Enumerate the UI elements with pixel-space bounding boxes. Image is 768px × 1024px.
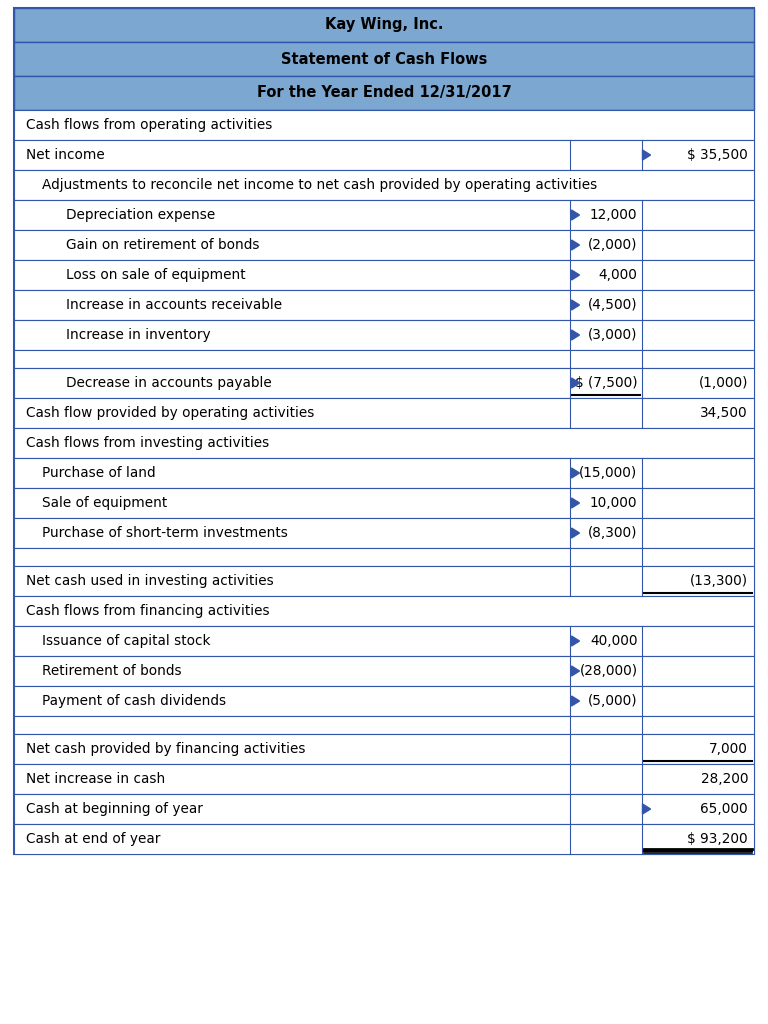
Text: (4,500): (4,500) xyxy=(588,298,637,312)
Bar xyxy=(14,428,754,458)
Bar xyxy=(14,200,754,230)
Bar xyxy=(14,350,754,368)
Text: 34,500: 34,500 xyxy=(700,406,748,420)
Text: 65,000: 65,000 xyxy=(700,802,748,816)
Text: (5,000): (5,000) xyxy=(588,694,637,708)
Polygon shape xyxy=(643,804,650,814)
Text: Cash flows from investing activities: Cash flows from investing activities xyxy=(26,436,270,450)
Bar xyxy=(14,398,754,428)
Text: Purchase of land: Purchase of land xyxy=(42,466,156,480)
Polygon shape xyxy=(571,378,580,388)
Bar xyxy=(14,260,754,290)
Polygon shape xyxy=(571,696,580,706)
Bar xyxy=(14,230,754,260)
Bar xyxy=(14,548,754,566)
Bar xyxy=(14,42,754,76)
Text: Depreciation expense: Depreciation expense xyxy=(66,208,215,222)
Text: 28,200: 28,200 xyxy=(700,772,748,786)
Bar xyxy=(14,716,754,734)
Bar xyxy=(14,734,754,764)
Bar xyxy=(14,458,754,488)
Bar xyxy=(14,656,754,686)
Text: $ 93,200: $ 93,200 xyxy=(687,831,748,846)
Bar xyxy=(14,8,754,42)
Polygon shape xyxy=(571,330,580,340)
Bar xyxy=(14,824,754,854)
Bar xyxy=(14,290,754,319)
Polygon shape xyxy=(571,528,580,538)
Text: 10,000: 10,000 xyxy=(590,496,637,510)
Text: 12,000: 12,000 xyxy=(590,208,637,222)
Text: Issuance of capital stock: Issuance of capital stock xyxy=(42,634,210,648)
Text: Cash at beginning of year: Cash at beginning of year xyxy=(26,802,203,816)
Text: Increase in inventory: Increase in inventory xyxy=(66,328,210,342)
Text: 40,000: 40,000 xyxy=(590,634,637,648)
Polygon shape xyxy=(571,240,580,250)
Bar xyxy=(14,626,754,656)
Bar xyxy=(14,8,754,854)
Bar xyxy=(14,764,754,794)
Polygon shape xyxy=(571,270,580,280)
Polygon shape xyxy=(571,636,580,646)
Text: Cash flows from operating activities: Cash flows from operating activities xyxy=(26,118,273,132)
Text: Decrease in accounts payable: Decrease in accounts payable xyxy=(66,376,272,390)
Bar xyxy=(14,140,754,170)
Polygon shape xyxy=(571,300,580,310)
Text: Loss on sale of equipment: Loss on sale of equipment xyxy=(66,268,246,282)
Text: (1,000): (1,000) xyxy=(699,376,748,390)
Text: Cash flow provided by operating activities: Cash flow provided by operating activiti… xyxy=(26,406,314,420)
Bar xyxy=(14,566,754,596)
Polygon shape xyxy=(571,666,580,676)
Polygon shape xyxy=(571,468,580,478)
Bar xyxy=(14,686,754,716)
Polygon shape xyxy=(571,498,580,508)
Text: (8,300): (8,300) xyxy=(588,526,637,540)
Text: Net increase in cash: Net increase in cash xyxy=(26,772,165,786)
Text: Gain on retirement of bonds: Gain on retirement of bonds xyxy=(66,238,260,252)
Text: Kay Wing, Inc.: Kay Wing, Inc. xyxy=(325,17,443,33)
Text: Increase in accounts receivable: Increase in accounts receivable xyxy=(66,298,282,312)
Bar xyxy=(14,518,754,548)
Text: (3,000): (3,000) xyxy=(588,328,637,342)
Text: Purchase of short-term investments: Purchase of short-term investments xyxy=(42,526,288,540)
Bar xyxy=(14,110,754,140)
Text: Statement of Cash Flows: Statement of Cash Flows xyxy=(281,51,487,67)
Text: Cash at end of year: Cash at end of year xyxy=(26,831,161,846)
Bar xyxy=(14,596,754,626)
Bar xyxy=(14,319,754,350)
Text: Sale of equipment: Sale of equipment xyxy=(42,496,167,510)
Polygon shape xyxy=(571,210,580,220)
Bar xyxy=(14,170,754,200)
Text: 7,000: 7,000 xyxy=(709,742,748,756)
Text: (28,000): (28,000) xyxy=(579,664,637,678)
Text: (15,000): (15,000) xyxy=(579,466,637,480)
Bar xyxy=(14,794,754,824)
Text: $ (7,500): $ (7,500) xyxy=(575,376,637,390)
Bar xyxy=(14,488,754,518)
Text: 4,000: 4,000 xyxy=(598,268,637,282)
Text: Payment of cash dividends: Payment of cash dividends xyxy=(42,694,226,708)
Text: Net cash provided by financing activities: Net cash provided by financing activitie… xyxy=(26,742,306,756)
Text: Cash flows from financing activities: Cash flows from financing activities xyxy=(26,604,270,618)
Text: Adjustments to reconcile net income to net cash provided by operating activities: Adjustments to reconcile net income to n… xyxy=(42,178,598,193)
Text: Net cash used in investing activities: Net cash used in investing activities xyxy=(26,574,273,588)
Bar xyxy=(14,76,754,110)
Text: For the Year Ended 12/31/2017: For the Year Ended 12/31/2017 xyxy=(257,85,511,100)
Polygon shape xyxy=(643,150,650,160)
Text: $ 35,500: $ 35,500 xyxy=(687,148,748,162)
Bar xyxy=(14,368,754,398)
Text: (2,000): (2,000) xyxy=(588,238,637,252)
Text: (13,300): (13,300) xyxy=(690,574,748,588)
Text: Retirement of bonds: Retirement of bonds xyxy=(42,664,181,678)
Text: Net income: Net income xyxy=(26,148,104,162)
